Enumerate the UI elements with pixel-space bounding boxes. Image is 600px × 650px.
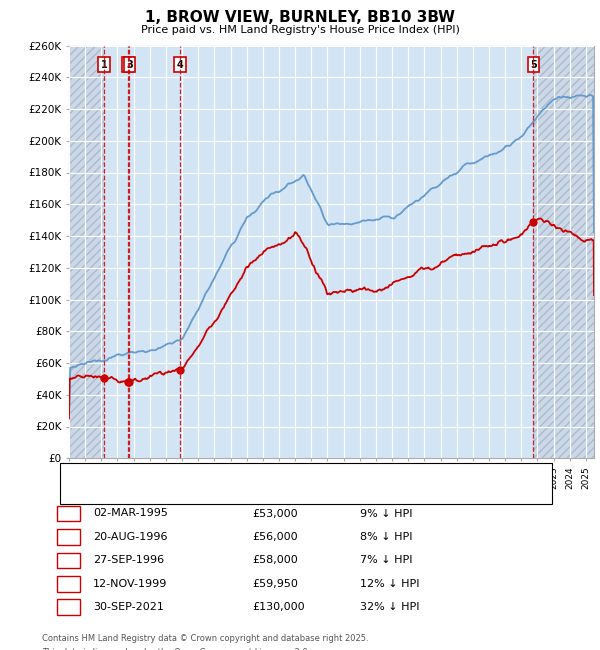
Text: 12% ↓ HPI: 12% ↓ HPI — [360, 578, 419, 589]
Text: 1: 1 — [101, 60, 107, 70]
Text: £53,000: £53,000 — [252, 508, 298, 519]
Text: This data is licensed under the Open Government Licence v3.0.: This data is licensed under the Open Gov… — [42, 648, 310, 650]
Text: £56,000: £56,000 — [252, 532, 298, 542]
Text: 1, BROW VIEW, BURNLEY, BB10 3BW: 1, BROW VIEW, BURNLEY, BB10 3BW — [145, 10, 455, 25]
Text: £59,950: £59,950 — [252, 578, 298, 589]
Text: 4: 4 — [64, 578, 73, 589]
Text: 9% ↓ HPI: 9% ↓ HPI — [360, 508, 413, 519]
Text: 5: 5 — [530, 60, 537, 70]
Text: 1, BROW VIEW, BURNLEY, BB10 3BW (detached house): 1, BROW VIEW, BURNLEY, BB10 3BW (detache… — [105, 470, 392, 480]
Text: 8% ↓ HPI: 8% ↓ HPI — [360, 532, 413, 542]
Text: £58,000: £58,000 — [252, 555, 298, 566]
Text: £130,000: £130,000 — [252, 602, 305, 612]
Text: 2: 2 — [124, 60, 131, 70]
Text: HPI: Average price, detached house, Burnley: HPI: Average price, detached house, Burn… — [105, 488, 338, 499]
Text: ——: —— — [75, 487, 100, 500]
Text: ——: —— — [75, 468, 100, 481]
Text: 1: 1 — [65, 508, 72, 519]
Text: 7% ↓ HPI: 7% ↓ HPI — [360, 555, 413, 566]
Text: 27-SEP-1996: 27-SEP-1996 — [93, 555, 164, 566]
Text: 30-SEP-2021: 30-SEP-2021 — [93, 602, 164, 612]
Bar — [533, 46, 594, 458]
Text: 5: 5 — [65, 602, 72, 612]
Text: Price paid vs. HM Land Registry's House Price Index (HPI): Price paid vs. HM Land Registry's House … — [140, 25, 460, 34]
Text: 32% ↓ HPI: 32% ↓ HPI — [360, 602, 419, 612]
Text: 3: 3 — [126, 60, 133, 70]
Text: 20-AUG-1996: 20-AUG-1996 — [93, 532, 167, 542]
Text: 12-NOV-1999: 12-NOV-1999 — [93, 578, 167, 589]
Bar — [104, 46, 533, 458]
Text: 02-MAR-1995: 02-MAR-1995 — [93, 508, 168, 519]
Text: 2: 2 — [65, 532, 72, 542]
Text: 4: 4 — [176, 60, 184, 70]
Text: Contains HM Land Registry data © Crown copyright and database right 2025.: Contains HM Land Registry data © Crown c… — [42, 634, 368, 643]
Text: 3: 3 — [65, 555, 72, 566]
Bar — [69, 46, 104, 458]
